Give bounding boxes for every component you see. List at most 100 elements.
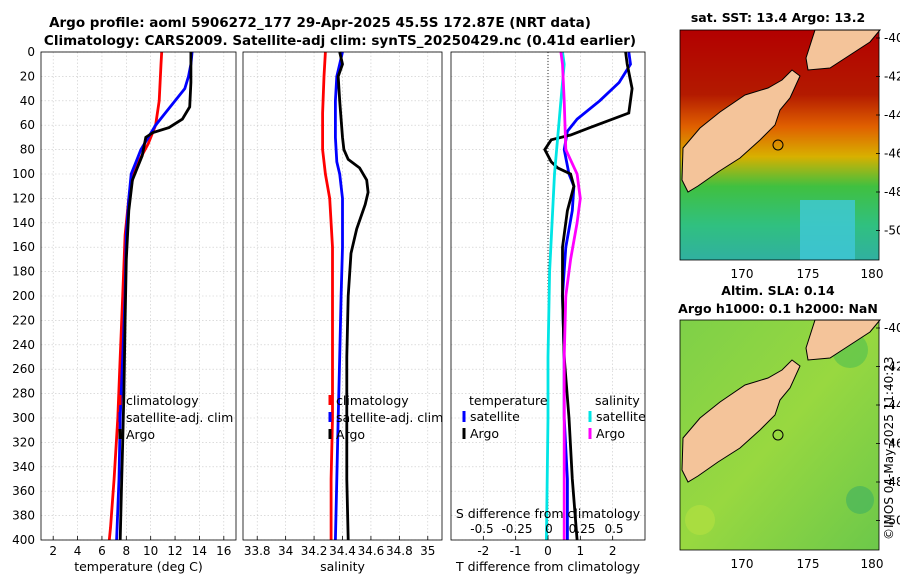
x-tick-label: 34.4 <box>329 544 356 558</box>
x-tick-label: -2 <box>477 544 489 558</box>
sla-title-line2: Argo h1000: 0.1 h2000: NaN <box>678 301 878 316</box>
x-tick-label: 34.8 <box>386 544 413 558</box>
y-tick-label: 220 <box>12 313 35 327</box>
x-tick-label: 8 <box>122 544 130 558</box>
x-tick-label: -1 <box>510 544 522 558</box>
sst-xticks: 170 175 180 <box>731 267 884 281</box>
y-tick-label: 40 <box>20 94 35 108</box>
x-axis-label: T difference from climatology <box>455 559 641 574</box>
y-tick-label: 260 <box>12 362 35 376</box>
legend-label: satellite <box>596 409 646 424</box>
sla-title-line1: Altim. SLA: 0.14 <box>721 283 835 298</box>
secondary-tick-label: -0.5 <box>470 522 493 536</box>
legend-label: Argo <box>470 426 499 441</box>
sst-map: sat. SST: 13.4 Argo: 13.2 -40-42-44-46-4… <box>679 10 900 281</box>
sla-land <box>681 359 801 483</box>
legend-label: Argo <box>126 427 155 442</box>
sla-map: Altim. SLA: 0.14 Argo h1000: 0.1 h2000: … <box>678 283 900 571</box>
sst-land <box>681 69 801 193</box>
legend-label: satellite-adj. clim <box>336 410 443 425</box>
secondary-tick-label: 0.25 <box>569 522 596 536</box>
figure-title-line1: Argo profile: aoml 5906272_177 29-Apr-20… <box>49 15 591 31</box>
legend-temp-title: temperature <box>469 393 548 408</box>
map-x-tick-label: 175 <box>797 267 820 281</box>
y-tick-label: 400 <box>12 533 35 547</box>
y-tick-label: 20 <box>20 69 35 83</box>
x-tick-label: 34.6 <box>358 544 385 558</box>
x-tick-label: 33.8 <box>244 544 271 558</box>
sla-xticks: 170 175 180 <box>731 557 884 571</box>
y-tick-label: 280 <box>12 387 35 401</box>
map-y-tick-label: -40 <box>884 321 900 335</box>
series-argo <box>336 51 370 541</box>
x-tick-label: 1 <box>577 544 585 558</box>
sst-north-island <box>805 29 882 71</box>
sla-yticks: -40 -42 -44 -46 -48 -50 <box>876 321 900 528</box>
x-axis-label: temperature (deg C) <box>74 559 203 574</box>
series-climatology <box>321 51 334 540</box>
x-tick-label: 35 <box>420 544 435 558</box>
x-tick-label: 12 <box>167 544 182 558</box>
x-tick-label: 2 <box>609 544 617 558</box>
x-tick-label: 2 <box>49 544 57 558</box>
map-y-tick-label: -50 <box>884 224 900 238</box>
y-tick-label: 380 <box>12 509 35 523</box>
sst-yticks: -40 -42 -44 -46 -48 -50 <box>876 31 900 238</box>
map-y-tick-label: -44 <box>884 108 900 122</box>
map-x-tick-label: 180 <box>861 267 884 281</box>
series-satellite-adj-clim <box>115 51 194 541</box>
secondary-tick-label: 0 <box>545 522 553 536</box>
sst-argo-marker <box>772 139 784 151</box>
x-tick-label: 4 <box>74 544 82 558</box>
y-tick-label: 100 <box>12 167 35 181</box>
map-y-tick-label: -46 <box>884 437 900 451</box>
y-tick-label: 60 <box>20 118 35 132</box>
legend-sal-title: salinity <box>595 393 640 408</box>
y-tick-label: 180 <box>12 265 35 279</box>
map-x-tick-label: 170 <box>731 267 754 281</box>
map-y-tick-label: -48 <box>884 185 900 199</box>
x-tick-label: 6 <box>98 544 106 558</box>
y-tick-label: 0 <box>27 45 35 59</box>
temperature-panel: 2 4 6 8 10 12 14 16 temperature (deg C) 0 20 40 60 80… <box>12 45 237 574</box>
map-y-tick-label: -48 <box>884 475 900 489</box>
series-satellite-adj-clim <box>334 51 344 541</box>
salinity-panel: 33.8 34 34.2 34.4 34.6 34.8 35 salinity climatol… <box>242 51 443 574</box>
secondary-axis-label: S difference from climatology <box>456 506 641 521</box>
map-x-tick-label: 180 <box>861 557 884 571</box>
y-tick-label: 320 <box>12 435 35 449</box>
x-axis-label: salinity <box>320 559 365 574</box>
sla-blob-3 <box>846 486 874 514</box>
y-tick-label: 240 <box>12 338 35 352</box>
y-tick-label: 340 <box>12 460 35 474</box>
x-tick-label: 34 <box>278 544 293 558</box>
y-tick-label: 160 <box>12 240 35 254</box>
sla-blob-1 <box>685 505 715 535</box>
map-y-tick-label: -40 <box>884 31 900 45</box>
y-tick-label: 120 <box>12 191 35 205</box>
y-tick-label: 200 <box>12 289 35 303</box>
x-tick-label: 10 <box>143 544 158 558</box>
sla-frame <box>679 319 880 551</box>
secondary-tick-label: -0.25 <box>501 522 532 536</box>
figure-title-line2: Climatology: CARS2009. Satellite-adj cli… <box>44 33 636 49</box>
sla-argo-marker <box>772 429 784 441</box>
map-y-tick-label: -44 <box>884 398 900 412</box>
legend-label: climatology <box>126 393 199 408</box>
x-tick-label: 0 <box>544 544 552 558</box>
watermark: ©IMOS 04-May-2025 11:40:23 <box>882 356 896 540</box>
map-y-tick-label: -42 <box>884 360 900 374</box>
sst-frame <box>679 29 880 261</box>
sla-north-island <box>805 319 882 361</box>
y-tick-label: 300 <box>12 411 35 425</box>
map-y-tick-label: -50 <box>884 514 900 528</box>
x-tick-label: 16 <box>216 544 231 558</box>
legend-label: satellite <box>470 409 520 424</box>
map-y-tick-label: -42 <box>884 70 900 84</box>
y-tick-label: 360 <box>12 484 35 498</box>
y-tick-label: 80 <box>20 143 35 157</box>
secondary-tick-label: 0.5 <box>604 522 623 536</box>
sst-cool-patch <box>800 200 855 260</box>
map-y-tick-label: -46 <box>884 147 900 161</box>
legend-label: Argo <box>336 427 365 442</box>
